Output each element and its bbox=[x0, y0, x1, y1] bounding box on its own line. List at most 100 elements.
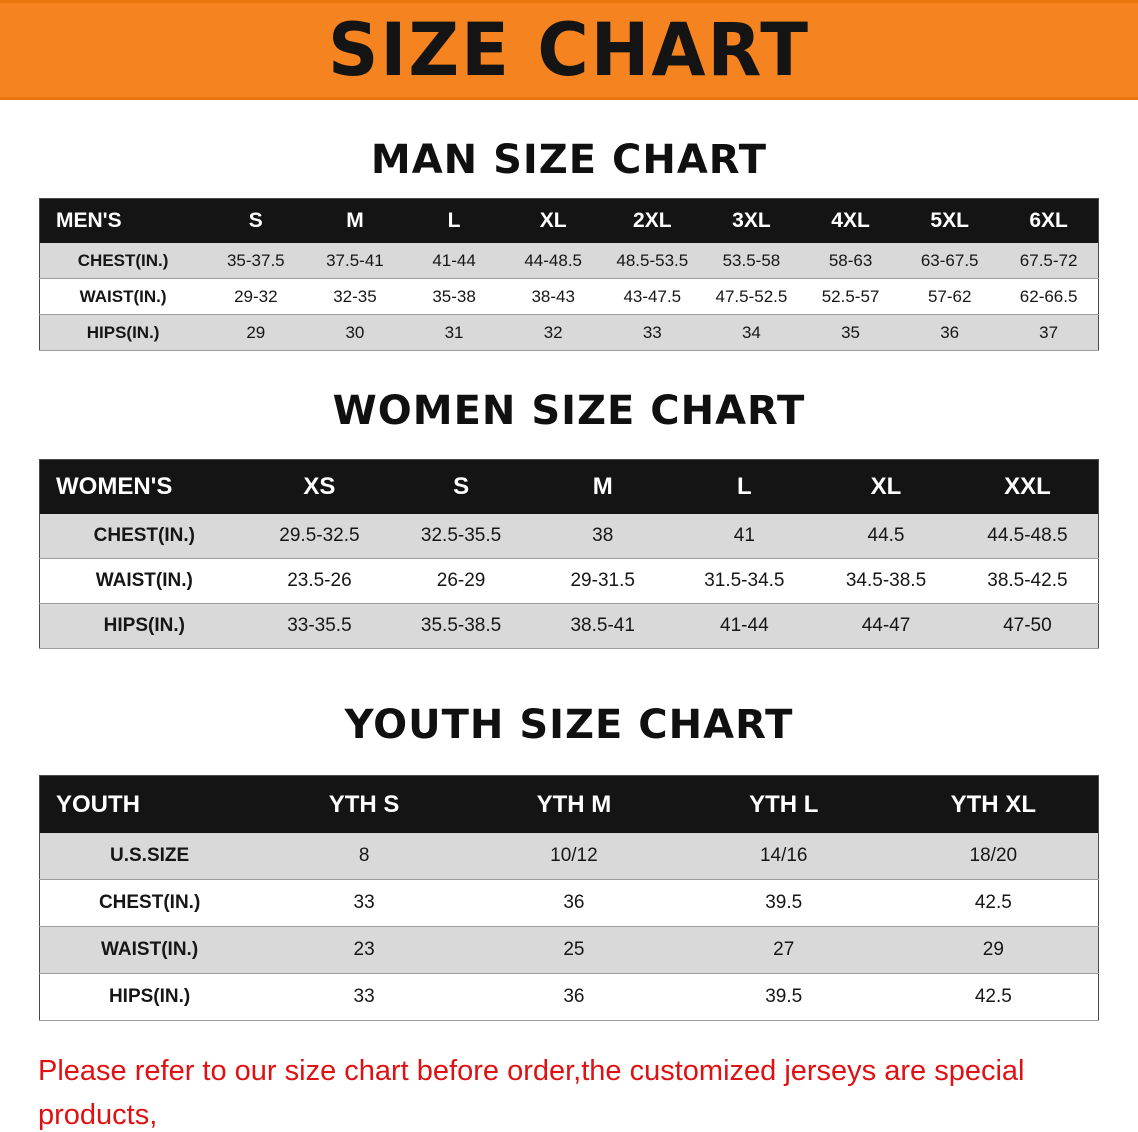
data-cell: 38-43 bbox=[503, 278, 603, 315]
row-label: WAIST(IN.) bbox=[39, 926, 260, 974]
data-cell: 38.5-41 bbox=[531, 603, 674, 649]
banner: SIZE CHART bbox=[0, 0, 1138, 100]
row-label: CHEST(IN.) bbox=[39, 879, 260, 927]
data-cell: 23.5-26 bbox=[248, 558, 391, 604]
data-cell: 32-35 bbox=[305, 278, 405, 315]
data-cell: 34.5-38.5 bbox=[815, 558, 957, 604]
row-label: HIPS(IN.) bbox=[39, 314, 207, 351]
column-header: M bbox=[305, 198, 405, 243]
data-cell: 41-44 bbox=[404, 243, 504, 279]
data-cell: 35.5-38.5 bbox=[390, 603, 532, 649]
data-cell: 31.5-34.5 bbox=[673, 558, 816, 604]
table-row: HIPS(IN.) 29 30 31 32 33 34 35 36 37 bbox=[39, 314, 1099, 351]
data-cell: 58-63 bbox=[801, 243, 901, 279]
data-cell: 35 bbox=[801, 314, 901, 351]
data-cell: 23 bbox=[259, 926, 470, 974]
data-cell: 39.5 bbox=[678, 879, 889, 927]
data-cell: 37 bbox=[999, 314, 1099, 351]
table-row: CHEST(IN.) 29.5-32.5 32.5-35.5 38 41 44.5 44.5… bbox=[39, 514, 1099, 559]
data-cell: 8 bbox=[259, 833, 470, 880]
table-corner-label: WOMEN'S bbox=[39, 459, 249, 514]
data-cell: 63-67.5 bbox=[900, 243, 1000, 279]
column-header: M bbox=[531, 459, 674, 514]
table-row: WAIST(IN.) 29-32 32-35 35-38 38-43 43-47.5 47.… bbox=[39, 278, 1099, 315]
data-cell: 44.5 bbox=[815, 514, 957, 559]
data-cell: 31 bbox=[404, 314, 504, 351]
column-header: XXL bbox=[956, 459, 1099, 514]
row-label: WAIST(IN.) bbox=[39, 278, 207, 315]
data-cell: 52.5-57 bbox=[801, 278, 901, 315]
data-cell: 42.5 bbox=[888, 973, 1099, 1021]
column-header: S bbox=[206, 198, 306, 243]
footer-note: Please refer to our size chart before or… bbox=[0, 1049, 1138, 1132]
data-cell: 35-38 bbox=[404, 278, 504, 315]
data-cell: 33 bbox=[259, 879, 470, 927]
column-header: YTH M bbox=[469, 775, 679, 833]
data-cell: 27 bbox=[678, 926, 889, 974]
data-cell: 35-37.5 bbox=[206, 243, 306, 279]
data-cell: 29-31.5 bbox=[531, 558, 674, 604]
data-cell: 48.5-53.5 bbox=[602, 243, 702, 279]
footer-note-line1: Please refer to our size chart before or… bbox=[38, 1055, 1025, 1131]
table-row: U.S.SIZE 8 10/12 14/16 18/20 bbox=[39, 833, 1099, 880]
data-cell: 53.5-58 bbox=[701, 243, 801, 279]
data-cell: 39.5 bbox=[678, 973, 889, 1021]
data-cell: 29.5-32.5 bbox=[248, 514, 391, 559]
data-cell: 44.5-48.5 bbox=[956, 514, 1099, 559]
banner-title: SIZE CHART bbox=[327, 6, 811, 94]
data-cell: 36 bbox=[900, 314, 1000, 351]
data-cell: 44-48.5 bbox=[503, 243, 603, 279]
section-heading-men: MAN SIZE CHART bbox=[370, 137, 768, 183]
data-cell: 36 bbox=[469, 973, 679, 1021]
row-label: HIPS(IN.) bbox=[39, 973, 260, 1021]
data-cell: 57-62 bbox=[900, 278, 1000, 315]
column-header: 4XL bbox=[801, 198, 901, 243]
column-header: YTH L bbox=[678, 775, 889, 833]
data-cell: 10/12 bbox=[469, 833, 679, 880]
data-cell: 34 bbox=[701, 314, 801, 351]
data-cell: 43-47.5 bbox=[602, 278, 702, 315]
table-row: CHEST(IN.) 35-37.5 37.5-41 41-44 44-48.5 48.5… bbox=[39, 243, 1099, 279]
data-cell: 41-44 bbox=[673, 603, 816, 649]
column-header: 5XL bbox=[900, 198, 1000, 243]
section-heading-women: WOMEN SIZE CHART bbox=[332, 388, 806, 434]
data-cell: 41 bbox=[673, 514, 816, 559]
data-cell: 37.5-41 bbox=[305, 243, 405, 279]
column-header: L bbox=[404, 198, 504, 243]
column-header: 6XL bbox=[999, 198, 1099, 243]
data-cell: 14/16 bbox=[678, 833, 889, 880]
table-row: HIPS(IN.) 33 36 39.5 42.5 bbox=[39, 973, 1099, 1021]
data-cell: 47.5-52.5 bbox=[701, 278, 801, 315]
row-label: U.S.SIZE bbox=[39, 833, 260, 880]
data-cell: 29-32 bbox=[206, 278, 306, 315]
data-cell: 29 bbox=[206, 314, 306, 351]
column-header: 2XL bbox=[602, 198, 702, 243]
row-label: HIPS(IN.) bbox=[39, 603, 249, 649]
data-cell: 30 bbox=[305, 314, 405, 351]
column-header: L bbox=[673, 459, 816, 514]
table-row: CHEST(IN.) 33 36 39.5 42.5 bbox=[39, 879, 1099, 927]
youth-size-table: YOUTH YTH S YTH M YTH L YTH XL U.S.SIZE 8 10/12… bbox=[39, 775, 1099, 1021]
data-cell: 33-35.5 bbox=[248, 603, 391, 649]
data-cell: 33 bbox=[602, 314, 702, 351]
row-label: CHEST(IN.) bbox=[39, 514, 249, 559]
column-header: 3XL bbox=[701, 198, 801, 243]
table-corner-label: MEN'S bbox=[39, 198, 207, 243]
data-cell: 44-47 bbox=[815, 603, 957, 649]
data-cell: 62-66.5 bbox=[999, 278, 1099, 315]
section-heading-youth: YOUTH SIZE CHART bbox=[344, 702, 794, 748]
column-header: S bbox=[390, 459, 532, 514]
data-cell: 33 bbox=[259, 973, 470, 1021]
data-cell: 38 bbox=[531, 514, 674, 559]
table-row: WAIST(IN.) 23 25 27 29 bbox=[39, 926, 1099, 974]
column-header: XL bbox=[815, 459, 957, 514]
column-header: YTH XL bbox=[888, 775, 1099, 833]
row-label: CHEST(IN.) bbox=[39, 243, 207, 279]
table-row: HIPS(IN.) 33-35.5 35.5-38.5 38.5-41 41-44 44-… bbox=[39, 603, 1099, 649]
womens-size-table: WOMEN'S XS S M L XL XXL CHEST(IN.) 29.5-32.5 32.5… bbox=[39, 459, 1099, 649]
column-header: YTH S bbox=[259, 775, 470, 833]
data-cell: 38.5-42.5 bbox=[956, 558, 1099, 604]
data-cell: 25 bbox=[469, 926, 679, 974]
data-cell: 42.5 bbox=[888, 879, 1099, 927]
data-cell: 32.5-35.5 bbox=[390, 514, 532, 559]
